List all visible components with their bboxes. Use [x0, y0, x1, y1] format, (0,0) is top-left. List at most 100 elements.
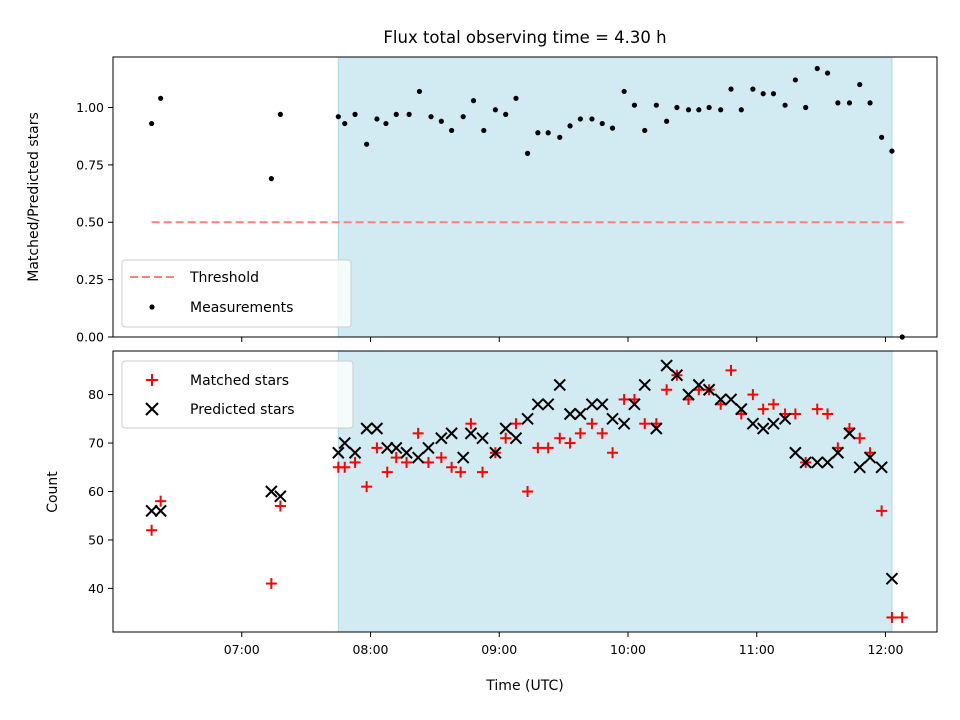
predicted-star-point	[456, 451, 470, 464]
matched-star-point	[349, 456, 361, 468]
top-y-axis-label: Matched/Predicted stars	[26, 112, 42, 282]
predicted-star-point	[756, 422, 770, 435]
matched-star-point	[339, 461, 351, 473]
y-tick-label: 1.00	[76, 100, 104, 115]
measurement-point	[835, 100, 841, 106]
bottom-panel: 40 50 60 70 80 07:00 08:00 09:00 10:00 11:00 12:0…	[45, 350, 938, 694]
chart-title: Flux total observing time = 4.30 h	[383, 28, 666, 47]
measurement-point	[335, 114, 341, 120]
bottom-x-ticks: 07:00 08:00 09:00 10:00 11:00 12:00	[224, 632, 904, 657]
measurement-point	[814, 65, 820, 72]
measurement-point	[567, 123, 573, 129]
predicted-star-point	[617, 417, 631, 430]
predicted-star-point	[553, 378, 566, 392]
legend-measurements-label: Measurements	[190, 300, 293, 316]
predicted-star-point	[445, 427, 458, 440]
y-tick-label: 70	[88, 436, 104, 451]
bottom-y-axis-label: Count	[45, 471, 61, 513]
measurement-point	[685, 107, 692, 113]
measurement-point	[268, 176, 274, 182]
measurement-point	[535, 130, 541, 136]
predicted-star-point	[875, 461, 888, 474]
predicted-star-point	[265, 485, 278, 498]
predicted-star-point	[348, 446, 362, 459]
matched-star-point	[618, 393, 630, 405]
measurement-point	[352, 111, 358, 117]
measurement-point	[393, 111, 399, 117]
measurement-point	[492, 107, 498, 113]
y-tick-label: 0.50	[76, 215, 104, 230]
matched-star-point	[371, 442, 383, 454]
matched-star-point	[542, 442, 554, 454]
legend-predicted-label: Predicted stars	[190, 402, 295, 418]
top-axes-frame	[112, 56, 938, 338]
matched-star-point	[146, 524, 158, 536]
legend-measurements-swatch	[149, 304, 155, 310]
matched-star-point	[554, 432, 566, 444]
top-x-ticks	[241, 337, 886, 342]
x-tick-label: 12:00	[867, 642, 903, 657]
matched-star-point	[381, 466, 393, 478]
matched-star-point	[422, 456, 434, 468]
predicted-star-point	[660, 359, 673, 372]
measurement-point	[718, 107, 724, 113]
measurement-point	[879, 134, 885, 140]
y-tick-label: 50	[88, 532, 104, 547]
predicted-star-point	[464, 427, 478, 440]
y-tick-label: 0.25	[76, 272, 104, 287]
y-tick-label: 60	[88, 484, 104, 499]
top-legend: Threshold Measurements	[121, 259, 352, 328]
matched-star-point	[896, 611, 908, 623]
matched-star-point	[822, 408, 834, 420]
observing-span-band	[337, 350, 893, 633]
matched-star-point	[596, 427, 608, 439]
predicted-star-point	[360, 422, 373, 435]
matched-star-point	[500, 432, 512, 444]
predicted-star-point	[702, 383, 716, 396]
predicted-star-point	[682, 388, 695, 401]
legend-matched-label: Matched stars	[190, 373, 289, 389]
matched-star-point	[510, 418, 522, 430]
predicted-star-point	[821, 456, 834, 469]
predicted-star-point	[154, 504, 167, 518]
measurement-point	[577, 116, 583, 122]
predicted-star-point	[778, 412, 792, 426]
predicted-star-point	[670, 369, 684, 382]
matched-star-point	[155, 495, 167, 507]
bottom-legend-box	[121, 360, 354, 429]
x-axis-label: Time (UTC)	[485, 678, 563, 694]
matched-star-point	[747, 389, 759, 401]
predicted-star-point	[574, 407, 587, 421]
matched-star-point	[854, 432, 866, 444]
measurement-point	[416, 88, 423, 95]
measurement-point	[481, 127, 487, 134]
measurement-point	[460, 114, 466, 120]
predicted-star-point	[435, 431, 448, 445]
measurement-point	[609, 125, 616, 131]
measurement-point	[664, 118, 670, 124]
y-tick-label: 0.75	[76, 157, 104, 172]
predicted-star-point	[274, 490, 287, 503]
measurement-point	[449, 127, 455, 134]
matched-star-point	[532, 442, 544, 454]
matched-star-point	[435, 452, 447, 464]
measurement-point	[803, 104, 809, 111]
top-panel: 0.00 0.25 0.50 0.75 1.00 Matched/Predicted s…	[26, 56, 938, 345]
top-legend-box	[121, 259, 352, 328]
measurement-point	[503, 111, 509, 117]
measurement-point	[589, 116, 595, 122]
measurement-point	[782, 102, 788, 108]
predicted-star-point	[767, 417, 780, 430]
matched-star-point	[607, 447, 619, 459]
measurement-point	[524, 150, 531, 156]
matched-star-point	[767, 398, 779, 410]
predicted-star-point	[692, 378, 706, 392]
predicted-star-point	[650, 422, 663, 435]
measurement-point	[513, 95, 519, 101]
predicted-star-point	[628, 398, 641, 411]
measurement-point	[406, 111, 412, 117]
observing-span-band	[337, 56, 893, 338]
predicted-star-point	[746, 417, 760, 430]
matched-star-point	[789, 408, 801, 420]
